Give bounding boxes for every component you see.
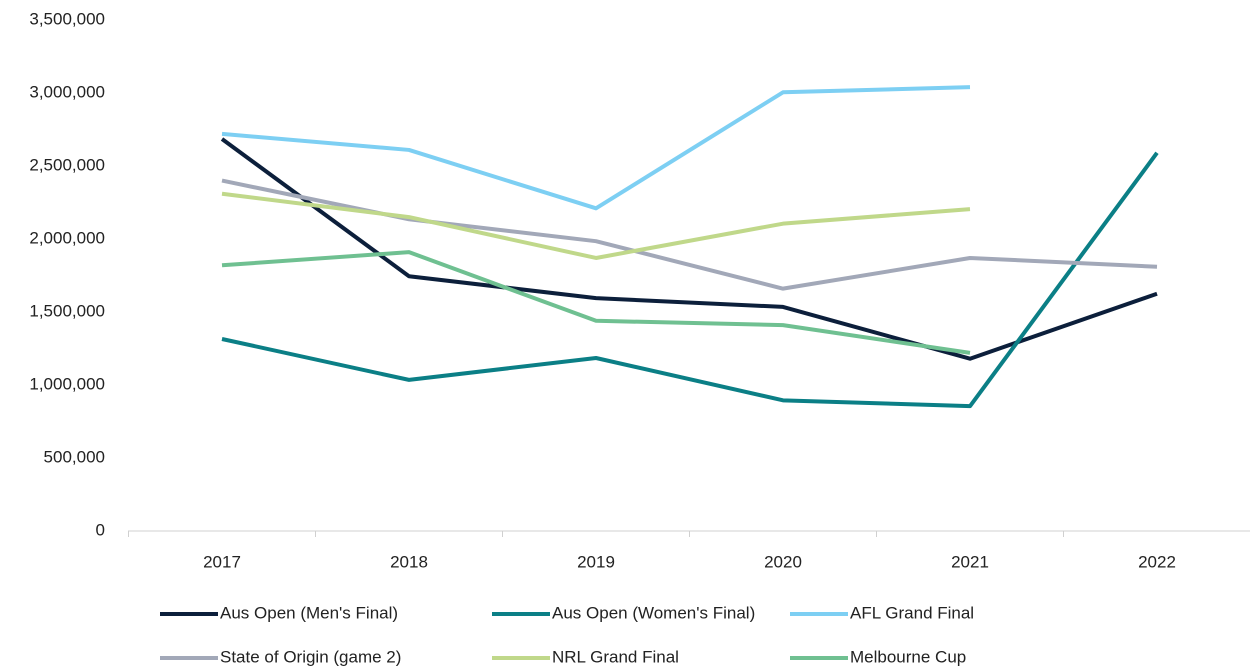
- x-tick-label: 2022: [1138, 552, 1176, 571]
- x-tick-label: 2018: [390, 552, 428, 571]
- legend-label: Aus Open (Women's Final): [552, 603, 755, 622]
- x-tick-label: 2017: [203, 552, 241, 571]
- y-tick-label: 2,500,000: [29, 155, 105, 174]
- x-tick-label: 2019: [577, 552, 615, 571]
- y-tick-label: 1,000,000: [29, 374, 105, 393]
- legend-label: Aus Open (Men's Final): [220, 603, 398, 622]
- y-tick-label: 3,000,000: [29, 82, 105, 101]
- legend-label: Melbourne Cup: [850, 647, 966, 666]
- y-tick-label: 1,500,000: [29, 301, 105, 320]
- legend-label: State of Origin (game 2): [220, 647, 401, 666]
- series-line: [221, 151, 1159, 409]
- series-line: [221, 250, 971, 355]
- y-tick-label: 3,500,000: [29, 9, 105, 28]
- series-line: [221, 85, 971, 211]
- legend-label: AFL Grand Final: [850, 603, 974, 622]
- series-line: [221, 178, 1158, 291]
- series-line: [220, 137, 1158, 361]
- x-tick-label: 2021: [951, 552, 989, 571]
- legend-label: NRL Grand Final: [552, 647, 679, 666]
- y-tick-label: 500,000: [44, 447, 105, 466]
- x-tick-label: 2020: [764, 552, 802, 571]
- y-tick-label: 0: [96, 520, 105, 539]
- y-tick-label: 2,000,000: [29, 228, 105, 247]
- series-line: [221, 191, 971, 260]
